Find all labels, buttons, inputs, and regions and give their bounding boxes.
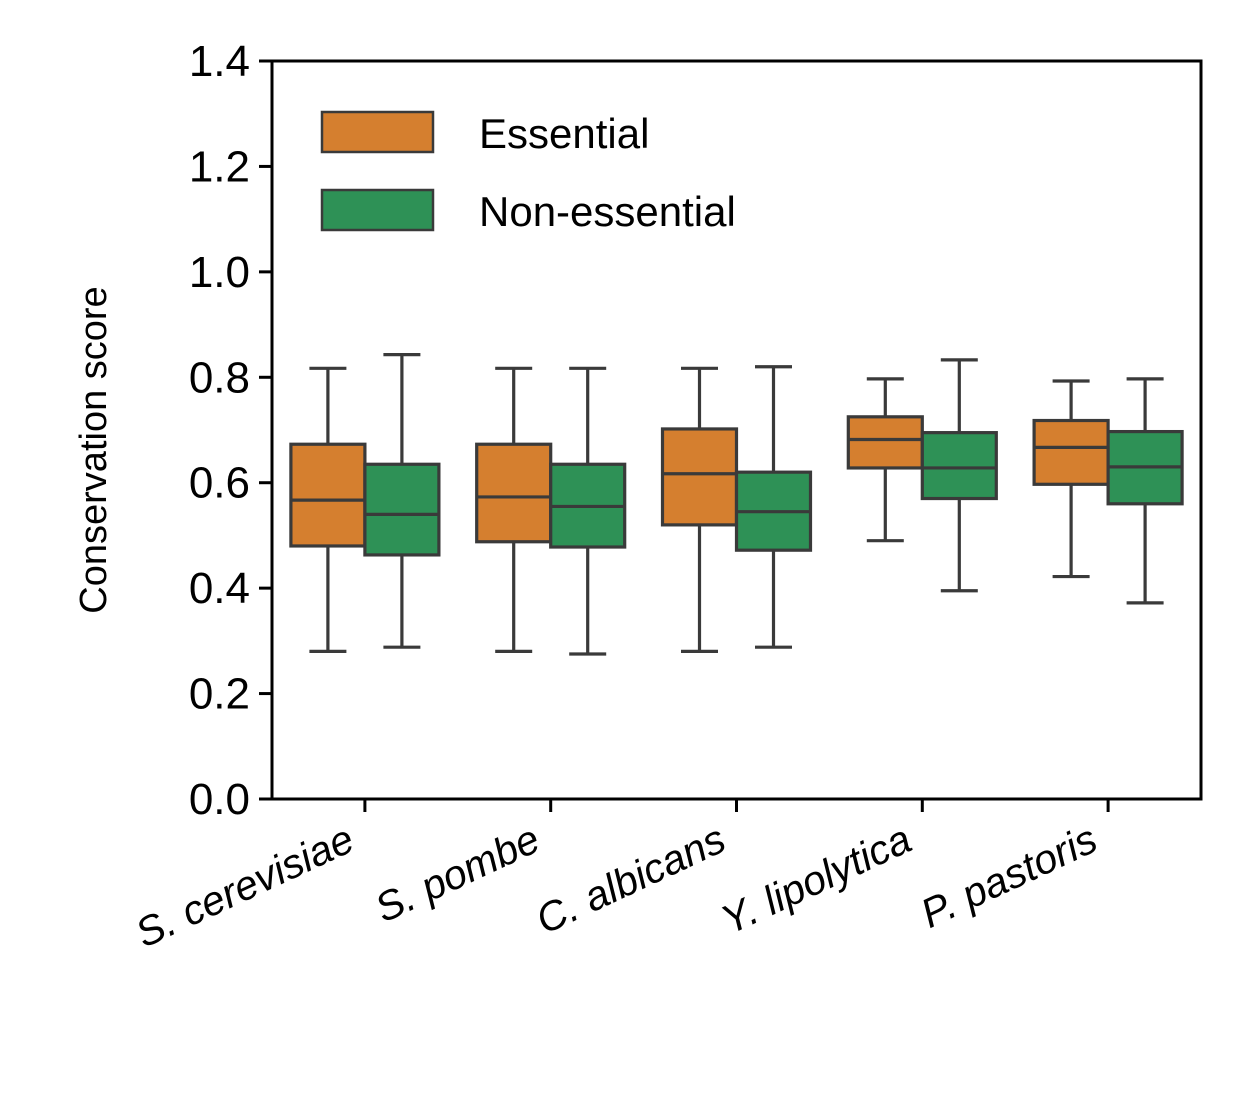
box-non-essential-1 [549, 366, 627, 656]
box-non-essential-3 [920, 358, 998, 593]
box-body [660, 427, 739, 527]
legend-item-non-essential: Non-essential [320, 188, 736, 235]
y-tick-label: 0.0 [189, 775, 250, 824]
box-non-essential-0 [363, 353, 441, 649]
box-essential-3 [846, 377, 924, 543]
box-body [363, 462, 441, 557]
x-tick-label: Y. lipolytica [714, 815, 918, 943]
box-non-essential-4 [1106, 377, 1184, 605]
box-essential-4 [1032, 379, 1110, 579]
box-essential-0 [289, 366, 367, 654]
legend-item-essential: Essential [320, 110, 649, 157]
x-tick-label: S. pombe [368, 815, 546, 931]
box-body [846, 415, 924, 470]
box-essential-2 [660, 366, 739, 654]
box-essential-1 [475, 366, 553, 654]
x-tick-label: C. albicans [529, 815, 732, 942]
box-body [289, 442, 367, 548]
y-tick-label: 1.0 [189, 248, 250, 297]
box-non-essential-2 [734, 365, 813, 649]
y-tick-label: 0.8 [189, 353, 250, 402]
legend-label: Non-essential [479, 188, 736, 235]
y-tick-label: 0.2 [189, 670, 250, 719]
y-tick-label: 0.4 [189, 564, 250, 613]
box-body [920, 431, 998, 501]
y-tick-label: 1.4 [189, 37, 250, 86]
y-tick-label: 1.2 [189, 142, 250, 191]
legend-label: Essential [479, 110, 649, 157]
legend-swatch [320, 188, 435, 232]
legend-swatch [320, 110, 435, 154]
x-tick-label: P. pastoris [914, 815, 1104, 936]
box-body [1032, 418, 1110, 486]
x-tick-label: S. cerevisiae [129, 815, 361, 956]
y-axis-title: Conservation score [73, 286, 115, 613]
y-tick-label: 0.6 [189, 459, 250, 508]
box-body [475, 442, 553, 544]
